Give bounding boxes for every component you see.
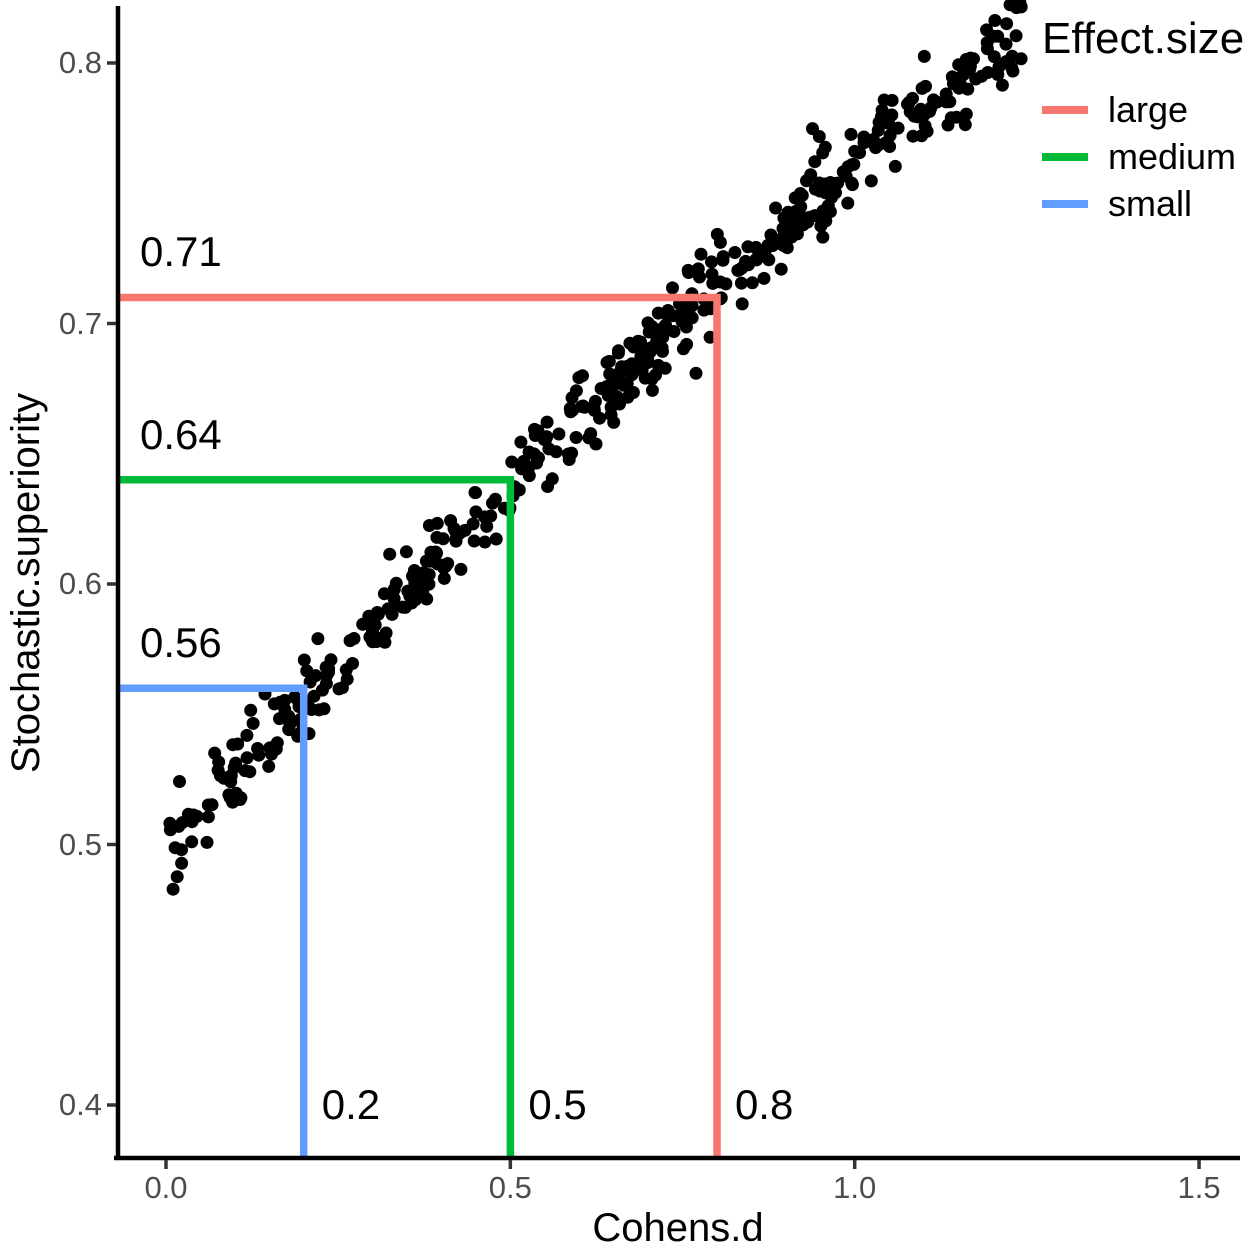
ref-value-label-x-small: 0.2 (321, 1081, 381, 1128)
legend-key-line-medium-icon (1042, 153, 1088, 162)
x-tick-label: 1.5 (1177, 1170, 1221, 1205)
y-tick-label: 0.5 (58, 826, 102, 862)
x-tick-label: 1.0 (833, 1170, 877, 1205)
ref-value-label-y-large: 0.71 (140, 228, 222, 276)
ref-value-label-y-small: 0.56 (140, 619, 222, 667)
legend-entry-large: large (1042, 87, 1244, 134)
x-axis-title: Cohens.d (592, 1206, 764, 1250)
y-tick-label: 0.6 (58, 566, 102, 601)
y-tick-label: 0.4 (58, 1087, 102, 1122)
legend-entry-label: large (1108, 89, 1189, 131)
y-tick-label: 0.7 (58, 305, 102, 341)
axis-lines (114, 6, 1240, 1161)
legend-key-line-large-icon (1042, 106, 1088, 115)
legend-entry-label: small (1108, 183, 1193, 225)
reference-line-large (116, 293, 721, 1156)
legend: Effect.size large medium small (1042, 14, 1244, 228)
ref-value-label-x-medium: 0.5 (528, 1081, 587, 1128)
reference-line-small (116, 684, 308, 1156)
effect-size-reference-lines (116, 293, 721, 1156)
x-tick-label: 0.0 (144, 1170, 188, 1205)
legend-title: Effect.size (1042, 14, 1245, 63)
x-tick-label: 0.5 (488, 1170, 532, 1205)
axis-tick-marks (107, 61, 1201, 1169)
scatter-points (163, 0, 1028, 896)
y-tick-label: 0.8 (58, 45, 102, 80)
legend-entry-label: medium (1108, 136, 1237, 178)
legend-entry-medium: medium (1042, 134, 1244, 181)
ref-value-label-y-medium: 0.64 (140, 410, 222, 458)
legend-key-line-small-icon (1042, 200, 1088, 209)
reference-line-medium (116, 476, 515, 1156)
ref-value-label-x-large: 0.8 (734, 1081, 794, 1128)
legend-entry-small: small (1042, 181, 1244, 228)
